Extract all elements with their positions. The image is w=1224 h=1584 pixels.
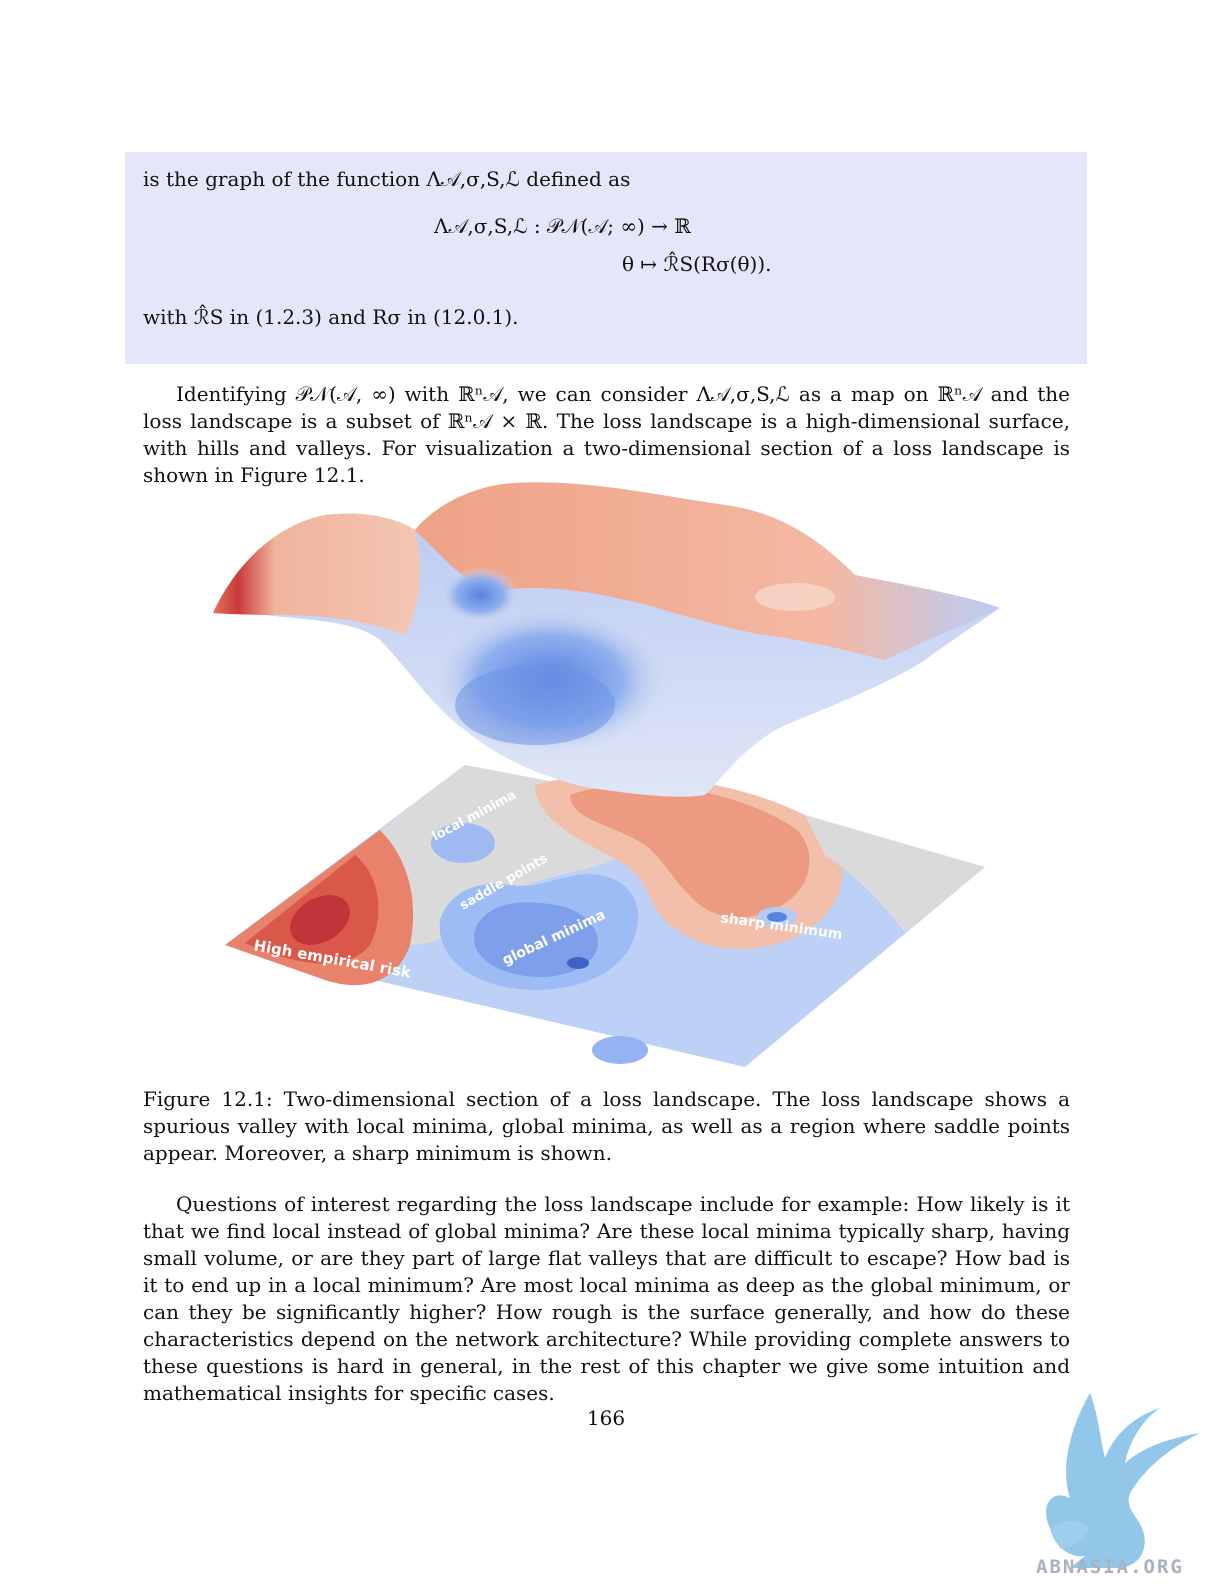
watermark-text: ABNASIA.ORG xyxy=(1036,1556,1184,1578)
definition-references: with ℛ̂S in (1.2.3) and Rσ in (12.0.1). xyxy=(143,305,519,329)
definition-line: is the graph of the function Λ𝒜,σ,S,ℒ de… xyxy=(143,167,631,191)
figure-caption: Figure 12.1: Two-dimensional section of … xyxy=(143,1087,1070,1165)
contour-map: local minima saddle points global minima… xyxy=(225,765,985,1067)
paragraph-intro: Identifying 𝒫𝒩(𝒜, ∞) with ℝⁿ𝒜, we can co… xyxy=(143,382,1070,487)
equation-map: Λ𝒜,σ,S,ℒ : 𝒫𝒩(𝒜; ∞) → ℝ xyxy=(434,214,691,238)
paragraph-questions: Questions of interest regarding the loss… xyxy=(143,1192,1070,1405)
page-number: 166 xyxy=(586,1406,626,1430)
definition-box xyxy=(125,152,1087,364)
loss-landscape-figure: local minima saddle points global minima… xyxy=(213,482,1000,1067)
equation-assignment: θ ↦ ℛ̂S(Rσ(θ)). xyxy=(622,252,772,276)
griffin-watermark-icon xyxy=(1046,1393,1200,1568)
loss-surface xyxy=(213,482,1000,797)
